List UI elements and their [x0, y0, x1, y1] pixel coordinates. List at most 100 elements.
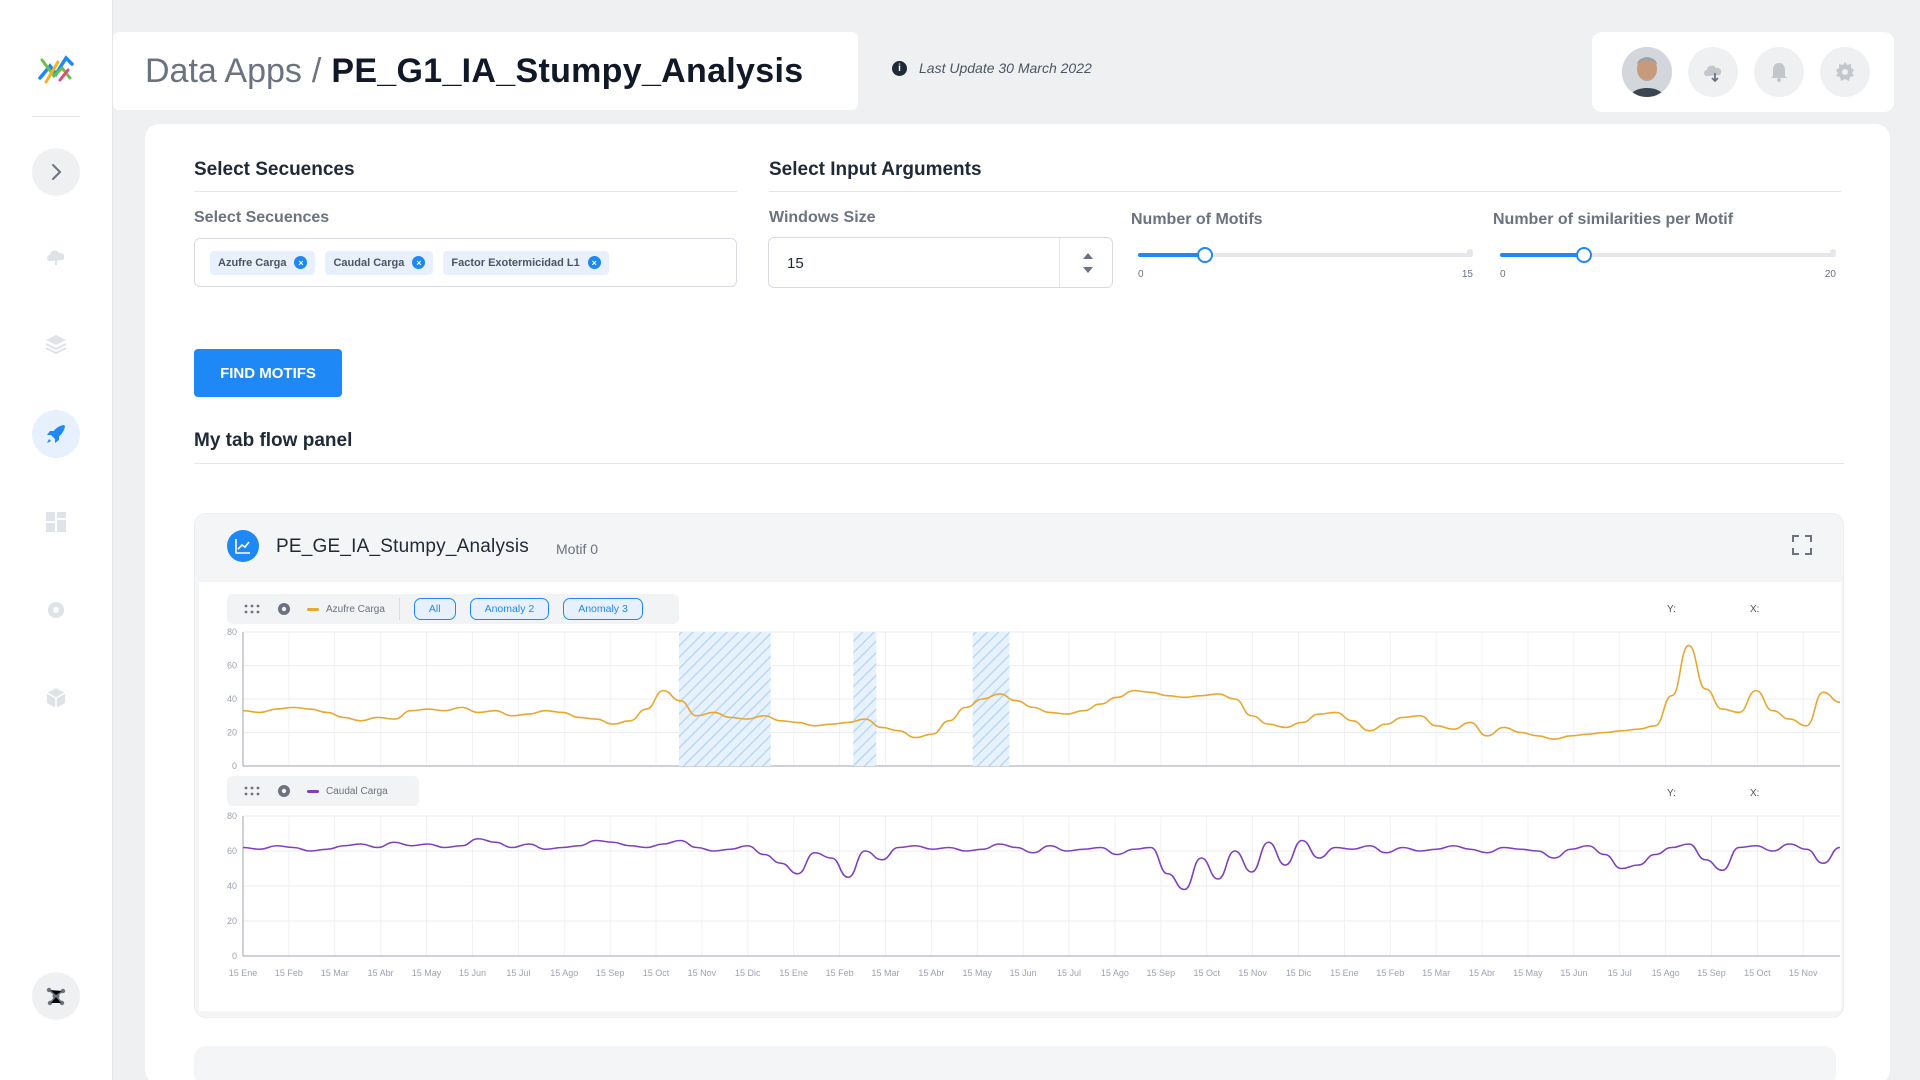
y-readout: Y: — [1667, 604, 1676, 615]
slider-max-label: 20 — [1824, 269, 1836, 280]
x-tick-label: 15 Jun — [459, 968, 486, 978]
tab-panel-title: My tab flow panel — [194, 430, 353, 451]
legend-swatch — [307, 789, 319, 793]
main-card: Select Secuences Select Input Arguments … — [145, 124, 1890, 1080]
sequence-chip[interactable]: Azufre Carga × — [210, 250, 316, 275]
bell-icon — [1771, 63, 1787, 82]
find-motifs-button[interactable]: FIND MOTIFS — [194, 349, 342, 397]
similarities-slider[interactable]: 0 20 — [1500, 244, 1836, 280]
breadcrumb-data-apps[interactable]: Data Apps — [145, 51, 302, 90]
x-tick-label: 15 Dic — [735, 968, 761, 978]
chart-toolbar-2: Caudal Carga — [227, 776, 419, 806]
y-tick-label: 80 — [227, 627, 237, 637]
slider-end-dot — [1467, 249, 1473, 255]
sidebar-expand-button[interactable] — [32, 148, 80, 196]
x-tick-label: 15 Ago — [1101, 968, 1129, 978]
fullscreen-icon[interactable] — [1791, 534, 1813, 556]
sidebar-item-dashboard[interactable] — [32, 498, 80, 546]
y-tick-label: 60 — [227, 846, 237, 856]
x-tick-label: 15 Ago — [1652, 968, 1680, 978]
motifs-slider[interactable]: 0 15 — [1138, 244, 1473, 280]
stepper-arrows-icon[interactable] — [1079, 248, 1097, 278]
series-line — [242, 837, 1841, 891]
x-tick-label: 15 Feb — [826, 968, 854, 978]
sidebar-item-network[interactable] — [32, 972, 80, 1020]
stepper-divider — [1059, 238, 1060, 287]
sequence-chip[interactable]: Caudal Carga × — [325, 250, 434, 275]
sidebar-item-rocket[interactable] — [32, 410, 80, 458]
select-sequences-label: Select Secuences — [194, 209, 330, 226]
x-tick-label: 15 Sep — [1697, 968, 1726, 978]
sidebar-item-cube[interactable] — [32, 674, 80, 722]
motifs-label: Number of Motifs — [1131, 211, 1263, 228]
sequence-chip[interactable]: Factor Exotermicidad L1 × — [443, 250, 609, 275]
chart-settings-icon[interactable] — [275, 600, 293, 618]
x-tick-label: 15 May — [1513, 968, 1543, 978]
x-readout: X: — [1750, 788, 1760, 799]
online-status-dot — [1671, 49, 1672, 56]
user-avatar[interactable] — [1622, 47, 1672, 97]
windows-size-input[interactable]: 15 — [768, 237, 1113, 288]
filter-anomaly-3-button[interactable]: Anomaly 3 — [563, 598, 643, 620]
x-tick-label: 15 Feb — [1376, 968, 1404, 978]
drag-handle-icon[interactable] — [243, 782, 261, 800]
chart-settings-icon[interactable] — [275, 782, 293, 800]
notifications-button[interactable] — [1754, 47, 1804, 97]
app-logo[interactable] — [36, 48, 76, 88]
slider-fill — [1138, 253, 1205, 257]
chip-label: Factor Exotermicidad L1 — [451, 256, 580, 269]
sequences-multiselect[interactable]: Azufre Carga × Caudal Carga × Factor Exote… — [194, 238, 737, 287]
cloud-download-icon — [1704, 65, 1722, 83]
legend-label: Azufre Carga — [326, 603, 385, 615]
x-tick-label: 15 Oct — [1744, 968, 1771, 978]
legend-caudal-carga[interactable]: Caudal Carga — [307, 786, 388, 797]
page-title: PE_G1_IA_Stumpy_Analysis — [331, 51, 804, 90]
download-button[interactable] — [1688, 47, 1738, 97]
slider-thumb[interactable] — [1197, 247, 1213, 263]
y-readout: Y: — [1667, 788, 1676, 799]
chip-remove-icon[interactable]: × — [412, 256, 426, 269]
y-tick-label: 20 — [227, 728, 237, 738]
chip-remove-icon[interactable]: × — [587, 256, 601, 269]
x-tick-label: 15 Jun — [1010, 968, 1037, 978]
x-tick-label: 15 Abr — [918, 968, 944, 978]
sidebar-item-cloud[interactable] — [32, 232, 80, 280]
x-tick-label: 15 Abr — [368, 968, 394, 978]
x-tick-label: 15 Ene — [1330, 968, 1359, 978]
toolbar-divider — [398, 598, 400, 620]
cloud-icon — [47, 250, 65, 265]
slider-min-label: 0 — [1138, 269, 1144, 280]
legend-azufre-carga[interactable]: Azufre Carga — [307, 604, 385, 615]
slider-track — [1138, 253, 1473, 257]
x-tick-label: 15 Oct — [643, 968, 670, 978]
network-icon — [46, 987, 66, 1006]
chevron-right-icon — [52, 164, 62, 180]
x-tick-label: 15 Mar — [321, 968, 349, 978]
sidebar-item-layers[interactable] — [32, 320, 80, 368]
chart-toolbar-1: Azufre Carga All Anomaly 2 Anomaly 3 — [227, 594, 679, 624]
chip-remove-icon[interactable]: × — [294, 256, 308, 269]
x-tick-label: 15 Sep — [596, 968, 625, 978]
sidebar-item-settings[interactable] — [32, 586, 80, 634]
sidebar — [0, 0, 113, 1080]
drag-handle-icon[interactable] — [243, 600, 261, 618]
x-tick-label: 15 Jul — [506, 968, 530, 978]
slider-thumb[interactable] — [1576, 247, 1592, 263]
slider-max-label: 15 — [1461, 269, 1473, 280]
x-tick-label: 15 Mar — [1422, 968, 1450, 978]
x-tick-label: 15 Mar — [871, 968, 899, 978]
y-tick-label: 40 — [227, 694, 237, 704]
anomaly-region — [972, 632, 1010, 766]
filter-anomaly-2-button[interactable]: Anomaly 2 — [469, 598, 550, 620]
chip-label: Azufre Carga — [218, 256, 287, 269]
similarities-label: Number of similarities per Motif — [1493, 211, 1734, 228]
page-title-card: Data Apps / PE_G1_IA_Stumpy_Analysis — [113, 32, 858, 110]
sidebar-divider — [32, 116, 80, 117]
gear-icon — [1836, 62, 1854, 81]
slider-end-dot — [1830, 249, 1836, 255]
x-tick-label: 15 Feb — [275, 968, 303, 978]
cube-icon — [46, 688, 66, 708]
settings-button[interactable] — [1820, 47, 1870, 97]
filter-all-button[interactable]: All — [413, 598, 456, 620]
last-update-text: Last Update 30 March 2022 — [919, 60, 1092, 76]
